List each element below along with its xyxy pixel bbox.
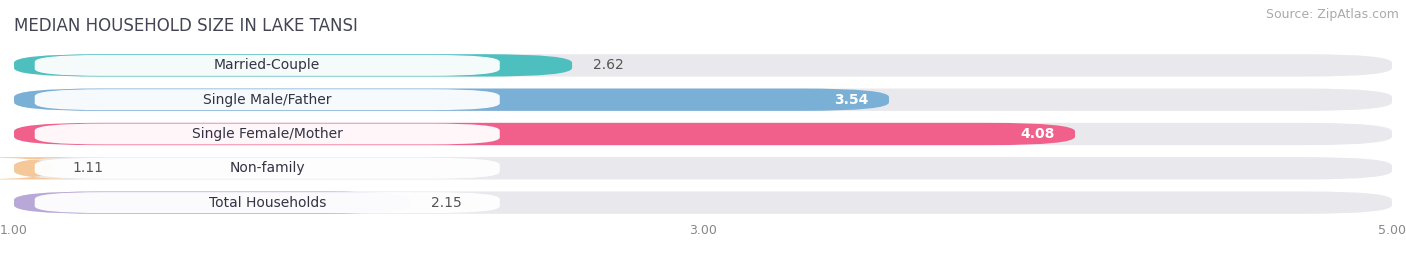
Text: 2.62: 2.62 — [593, 58, 623, 72]
Text: Married-Couple: Married-Couple — [214, 58, 321, 72]
Text: 2.15: 2.15 — [430, 196, 461, 210]
FancyBboxPatch shape — [14, 54, 1392, 77]
Text: Single Male/Father: Single Male/Father — [202, 93, 332, 107]
FancyBboxPatch shape — [35, 192, 499, 213]
Text: 1.11: 1.11 — [73, 161, 104, 175]
FancyBboxPatch shape — [35, 158, 499, 179]
Text: Non-family: Non-family — [229, 161, 305, 175]
FancyBboxPatch shape — [14, 123, 1076, 145]
Text: Total Households: Total Households — [208, 196, 326, 210]
FancyBboxPatch shape — [14, 157, 1392, 180]
FancyBboxPatch shape — [0, 157, 100, 180]
FancyBboxPatch shape — [35, 124, 499, 144]
FancyBboxPatch shape — [14, 54, 572, 77]
FancyBboxPatch shape — [14, 88, 889, 111]
FancyBboxPatch shape — [35, 55, 499, 76]
FancyBboxPatch shape — [14, 123, 1392, 145]
FancyBboxPatch shape — [14, 191, 411, 214]
Text: MEDIAN HOUSEHOLD SIZE IN LAKE TANSI: MEDIAN HOUSEHOLD SIZE IN LAKE TANSI — [14, 17, 359, 35]
Text: Single Female/Mother: Single Female/Mother — [191, 127, 343, 141]
FancyBboxPatch shape — [14, 88, 1392, 111]
Text: Source: ZipAtlas.com: Source: ZipAtlas.com — [1265, 8, 1399, 21]
Text: 3.54: 3.54 — [834, 93, 869, 107]
FancyBboxPatch shape — [35, 89, 499, 110]
FancyBboxPatch shape — [14, 191, 1392, 214]
Text: 4.08: 4.08 — [1019, 127, 1054, 141]
